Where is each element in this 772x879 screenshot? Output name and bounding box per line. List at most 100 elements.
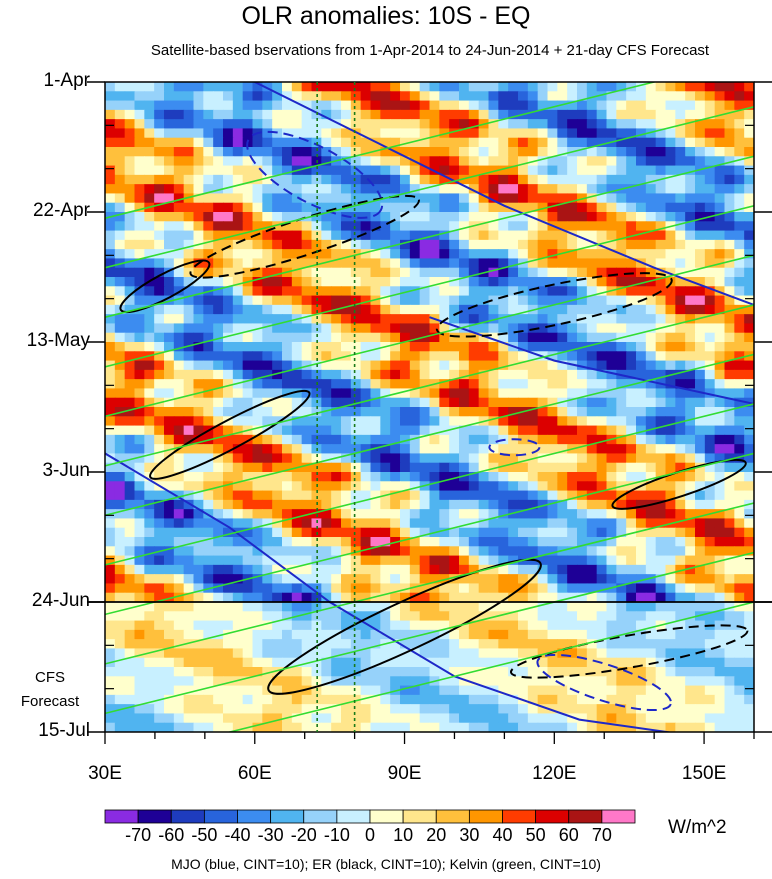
olr-cell [439,388,450,399]
olr-cell [714,174,726,185]
olr-cell [242,694,254,705]
olr-cell [685,128,696,139]
olr-cell [193,425,204,436]
olr-cell [360,425,372,436]
olr-cell [527,611,539,622]
olr-cell [675,444,686,455]
olr-cell [272,694,283,705]
olr-cell [744,147,754,157]
olr-cell [223,518,234,529]
olr-cell [626,574,637,585]
olr-cell [626,546,637,557]
olr-cell [360,592,372,603]
olr-cell [459,444,470,455]
olr-cell [655,119,667,130]
olr-cell [242,249,254,260]
olr-cell [734,137,745,148]
olr-cell [213,620,224,631]
olr-cell [154,499,165,510]
olr-cell [665,583,676,594]
olr-cell [291,564,303,575]
olr-cell [203,555,214,566]
olr-cell [380,174,391,185]
olr-cell [360,156,372,167]
x-tick-label: 90E [387,763,422,784]
olr-cell [301,602,313,612]
olr-cell [242,648,254,659]
olr-cell [734,100,745,111]
olr-cell [311,555,322,566]
olr-cell [557,165,568,176]
olr-cell [724,694,735,705]
olr-cell [655,490,667,501]
olr-cell [223,100,234,111]
olr-cell [223,648,234,659]
olr-cell [154,100,165,111]
olr-cell [183,193,195,204]
olr-cell [685,156,696,167]
olr-cell [262,100,273,111]
olr-cell [577,360,588,371]
olr-cell [390,249,401,260]
olr-cell [685,499,696,510]
olr-cell [400,258,411,269]
olr-cell [144,518,155,529]
olr-cell [636,249,647,260]
olr-cell [252,583,263,594]
olr-cell [449,397,460,408]
olr-cell [400,286,411,297]
olr-cell [449,379,460,390]
olr-cell [537,602,549,612]
olr-cell [301,147,313,157]
olr-cell [429,100,440,111]
olr-cell [518,304,529,315]
olr-cell [154,239,165,250]
olr-cell [488,648,499,659]
olr-cell [134,258,145,269]
olr-cell [213,202,224,213]
olr-cell [311,314,322,325]
olr-cell [164,128,175,139]
olr-cell [488,332,499,343]
olr-cell [154,592,165,603]
olr-cell [498,165,509,176]
y-tick-label: 15-Jul [38,720,90,741]
olr-cell [675,713,686,724]
olr-cell [321,249,332,260]
olr-cell [301,109,313,120]
olr-cell [518,546,529,557]
olr-cell [596,239,608,250]
olr-cell [409,407,421,417]
olr-cell [341,332,352,343]
olr-cell [596,202,608,213]
olr-cell [419,397,431,408]
olr-cell [223,481,234,492]
olr-cell [203,564,214,575]
olr-cell [675,342,686,352]
olr-cell [409,174,421,185]
olr-cell [331,82,342,92]
olr-cell [183,676,195,687]
olr-cell [685,546,696,557]
olr-cell [124,212,136,222]
olr-cell [478,304,490,315]
olr-cell [547,147,558,157]
olr-cell [478,91,490,102]
olr-cell [144,564,155,575]
olr-cell [429,657,440,668]
olr-cell [164,611,175,622]
olr-cell [144,490,155,501]
olr-cell [675,657,686,668]
olr-cell [252,685,263,696]
olr-cell [262,657,273,668]
olr-cell [134,425,145,436]
olr-cell [360,119,372,130]
olr-cell [400,397,411,408]
olr-cell [360,91,372,102]
olr-cell [527,639,539,650]
olr-cell [468,713,480,724]
olr-cell [498,156,509,167]
olr-cell [164,546,175,557]
olr-cell [616,416,627,427]
olr-cell [144,694,155,705]
